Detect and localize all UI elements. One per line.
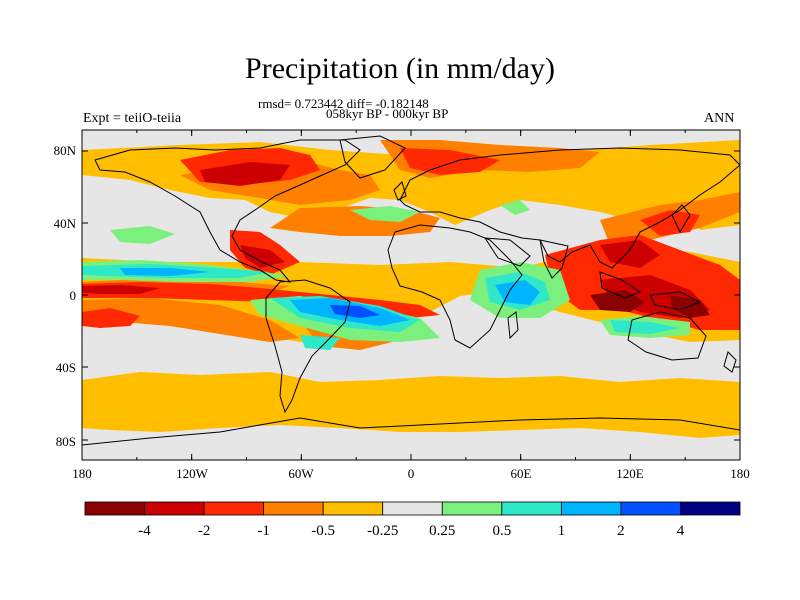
lat-tick-40n: 40N [54, 216, 77, 231]
season-label: ANN [704, 111, 735, 126]
lon-tick-0: 0 [408, 466, 415, 481]
lon-tick-120w: 120W [176, 466, 209, 481]
colorbar-label: -4 [138, 523, 151, 539]
colorbar-swatch [144, 501, 205, 516]
colorbar-swatch [620, 501, 681, 516]
colorbar-labels: -4 -2 -1 -0.5 -0.25 0.25 0.5 1 2 4 [138, 523, 684, 539]
colorbar-swatch [203, 501, 265, 516]
lat-tick-40s: 40S [56, 360, 76, 375]
lat-tick-0: 0 [70, 288, 77, 303]
lon-tick-120e: 120E [616, 466, 644, 481]
colorbar-swatch [263, 501, 324, 516]
period-subtitle: 058kyr BP - 000kyr BP [326, 106, 449, 121]
colorbar-swatch [84, 501, 145, 516]
colorbar-label: -0.5 [311, 523, 335, 539]
colorbar-label: 2 [617, 523, 625, 539]
coastlines [82, 135, 740, 446]
colorbar-label: 4 [677, 523, 685, 539]
precip-field [82, 130, 740, 460]
experiment-label: Expt = teiiO-teiia [83, 111, 182, 126]
axis-ticks [81, 130, 741, 460]
colorbar-label: 0.25 [429, 523, 455, 539]
colorbar-label: -2 [198, 523, 211, 539]
darkblue-regions [330, 305, 380, 318]
map-title: Precipitation (in mm/day) [245, 52, 555, 85]
colorbar-swatch [680, 501, 741, 516]
longitude-axis: 180 120W 60W 0 60E 120E 180 [72, 466, 750, 481]
colorbar-label: -0.25 [367, 523, 398, 539]
colorbar-label: 1 [558, 523, 566, 539]
colorbar-swatch [382, 501, 443, 516]
colorbar-label: -1 [257, 523, 270, 539]
colorbar-swatch [322, 501, 384, 516]
lon-tick-180w: 180 [72, 466, 92, 481]
lat-tick-80s: 80S [56, 434, 76, 449]
colorbar-swatch [501, 501, 562, 516]
lon-tick-60w: 60W [288, 466, 314, 481]
colorbar [84, 501, 741, 516]
colorbar-swatch [560, 501, 622, 516]
latitude-axis: 80N 40N 0 40S 80S [54, 143, 77, 449]
lon-tick-180e: 180 [730, 466, 750, 481]
lon-tick-60e: 60E [511, 466, 532, 481]
colorbar-label: 0.5 [492, 523, 511, 539]
stats-line: rmsd= 0.723442 diff= -0.182148 [258, 96, 429, 111]
colorbar-swatch [441, 501, 503, 516]
lat-tick-80n: 80N [54, 143, 77, 158]
